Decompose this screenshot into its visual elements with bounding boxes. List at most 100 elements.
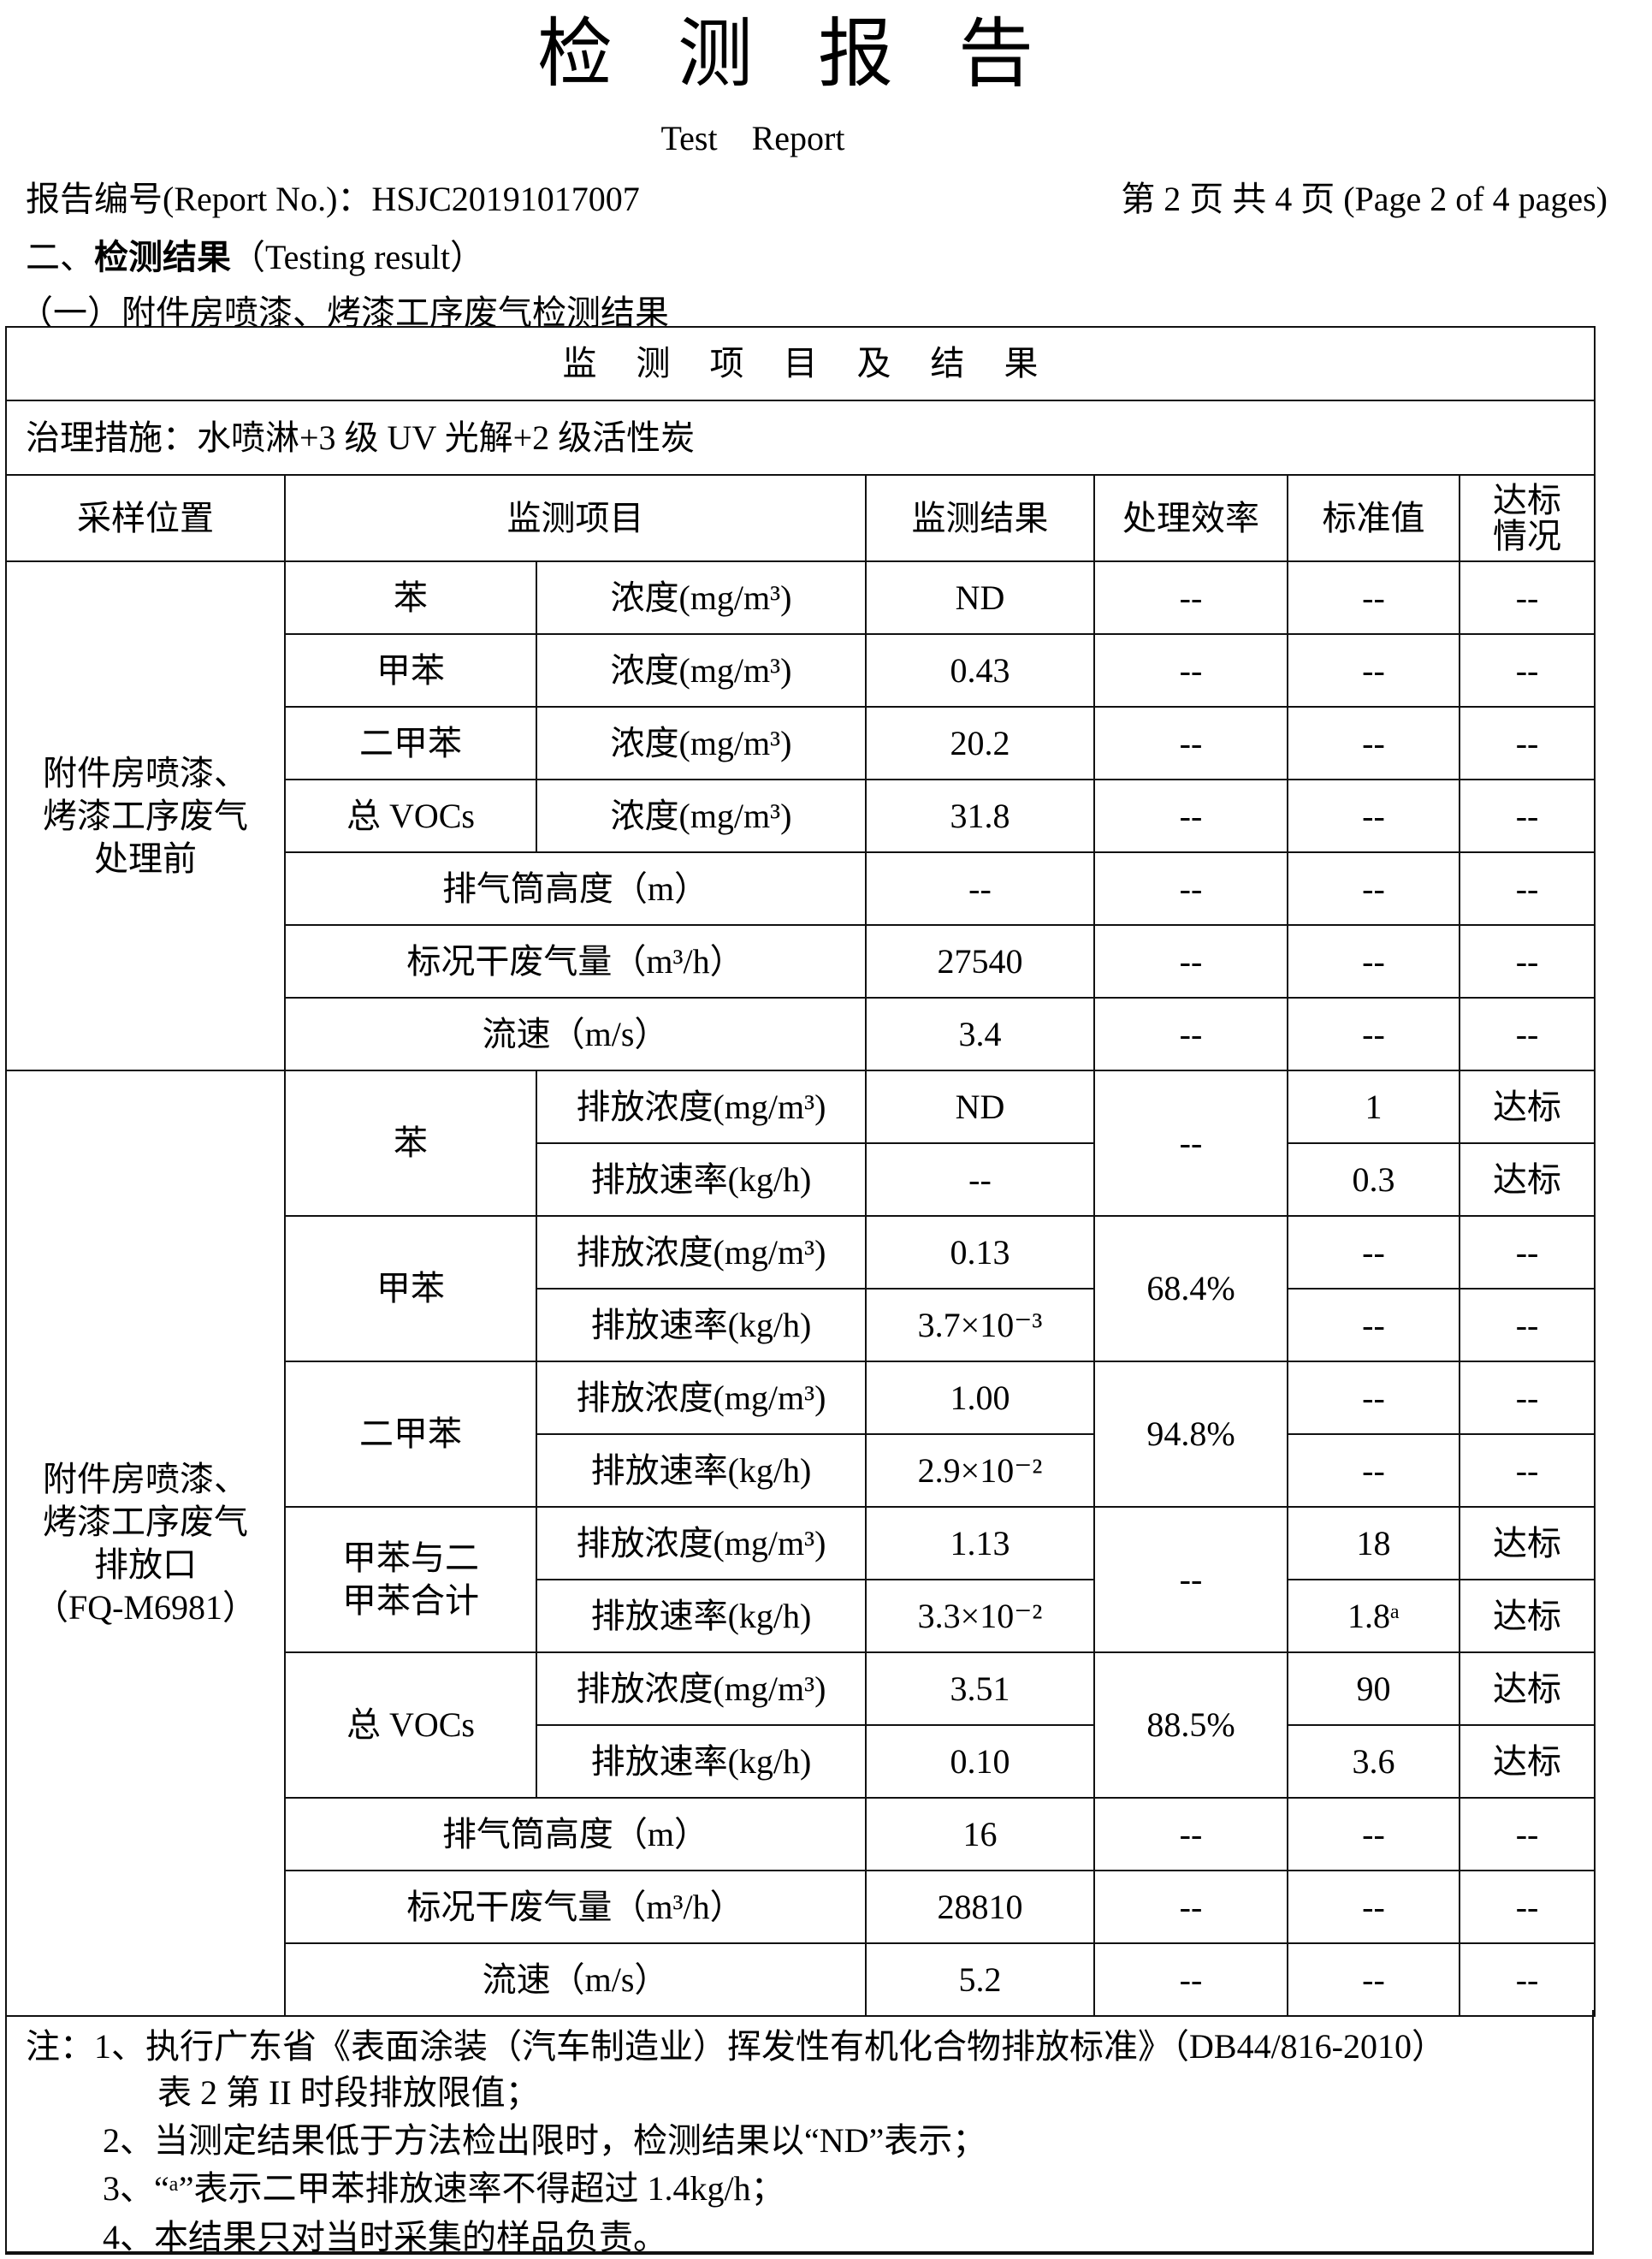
- table-row: 总 VOCs 浓度(mg/m³) 31.8 -- -- --: [6, 779, 1596, 853]
- efficiency-value: --: [1093, 1506, 1288, 1653]
- monitoring-item: 标况干废气量（m³/h）: [284, 1870, 867, 1944]
- sampling-location-line: 处理前: [94, 839, 197, 878]
- col-header-efficiency: 处理效率: [1093, 474, 1288, 562]
- compliance-status: --: [1458, 924, 1596, 999]
- monitoring-item-text: 苯: [394, 1124, 428, 1162]
- monitoring-item-text: 流速（m/s）: [482, 1960, 669, 1999]
- col-header-status-text: 达标情况: [1493, 480, 1562, 555]
- table-row: 甲苯 浓度(mg/m³) 0.43 -- -- --: [6, 633, 1596, 708]
- standard-value: 90: [1287, 1651, 1460, 1726]
- col-header-status: 达标情况: [1458, 474, 1596, 562]
- parameter: 排放速率(kg/h): [536, 1724, 867, 1799]
- compliance-status: --: [1458, 779, 1596, 853]
- report-title: 检测报告: [536, 14, 1098, 97]
- compliance-status: --: [1458, 560, 1596, 635]
- compliance-status: 达标: [1458, 1724, 1596, 1799]
- monitoring-item: 总 VOCs: [284, 779, 537, 853]
- result-value: 2.9×10⁻²: [865, 1433, 1095, 1508]
- result-value: 1.00: [865, 1361, 1095, 1435]
- sampling-location-line: （FQ-M6981）: [33, 1587, 258, 1627]
- efficiency-value: --: [1093, 1942, 1288, 2017]
- standard-value: 1: [1287, 1070, 1460, 1144]
- efficiency-value: --: [1093, 779, 1288, 853]
- standard-value: --: [1287, 1288, 1460, 1362]
- parameter: 浓度(mg/m³): [536, 706, 867, 780]
- compliance-status: --: [1458, 1361, 1596, 1435]
- section-title: 检测结果: [94, 238, 231, 276]
- parameter: 浓度(mg/m³): [536, 633, 867, 708]
- monitoring-item-text: 总 VOCs: [346, 1705, 476, 1744]
- result-value: --: [865, 1142, 1095, 1217]
- compliance-status: --: [1458, 1433, 1596, 1508]
- sampling-location-line: 烤漆工序废气: [43, 796, 248, 835]
- table-banner: 监测项目及结果: [4, 326, 1596, 401]
- efficiency-value: --: [1093, 1070, 1288, 1217]
- standard-value: --: [1287, 560, 1460, 635]
- table-header-row: 采样位置 监测项目 监测结果 处理效率 标准值 达标情况: [5, 474, 1596, 562]
- result-value: 3.7×10⁻³: [865, 1288, 1095, 1362]
- efficiency-value: --: [1093, 560, 1288, 635]
- standard-value: --: [1287, 997, 1460, 1071]
- result-value: 20.2: [865, 706, 1095, 780]
- standard-value: --: [1287, 851, 1460, 926]
- monitoring-item-text: 排气筒高度（m）: [441, 869, 709, 908]
- table-row: 甲苯与二甲苯合计 排放浓度(mg/m³) 1.13 -- 18 达标: [6, 1506, 1596, 1653]
- efficiency-value: --: [1093, 633, 1288, 708]
- monitoring-item-text: 甲苯与二甲苯合计: [342, 1539, 479, 1620]
- standard-value: --: [1287, 779, 1460, 853]
- efficiency-value: --: [1093, 706, 1288, 780]
- monitoring-item: 甲苯与二甲苯合计: [284, 1506, 537, 1653]
- sampling-location: 附件房喷漆、 烤漆工序废气 排放口 （FQ-M6981）: [5, 1070, 286, 2017]
- table-row: 排放速率(kg/h) -- 0.3 达标: [6, 1142, 1596, 1217]
- parameter: 排放浓度(mg/m³): [536, 1651, 867, 1726]
- compliance-status: 达标: [1458, 1070, 1596, 1144]
- table-row: 总 VOCs 排放浓度(mg/m³) 3.51 88.5% 90 达标: [6, 1651, 1596, 1799]
- monitoring-item: 流速（m/s）: [284, 1942, 867, 2017]
- compliance-status: --: [1458, 1797, 1596, 1871]
- result-value: ND: [865, 1070, 1095, 1144]
- compliance-status: 达标: [1458, 1651, 1596, 1726]
- note-4: 4、本结果只对当时采集的样品负责。: [103, 2218, 667, 2256]
- col-header-result: 监测结果: [865, 474, 1095, 562]
- sampling-location: 附件房喷漆、 烤漆工序废气 处理前: [5, 560, 286, 1071]
- compliance-status: --: [1458, 1870, 1596, 1944]
- standard-value: 3.6: [1287, 1724, 1460, 1799]
- table-row: 二甲苯 浓度(mg/m³) 20.2 -- -- --: [6, 706, 1596, 780]
- monitoring-item-text: 二甲苯: [359, 1414, 462, 1453]
- efficiency-value: --: [1093, 1797, 1288, 1871]
- parameter: 浓度(mg/m³): [536, 779, 867, 853]
- compliance-status: --: [1458, 633, 1596, 708]
- standard-value: --: [1287, 1870, 1460, 1944]
- table-row: 排放速率(kg/h) 3.3×10⁻² 1.8ᵃ 达标: [6, 1579, 1596, 1653]
- result-value: 0.10: [865, 1724, 1095, 1799]
- sampling-location-line: 排放口: [94, 1545, 197, 1584]
- note-2: 2、当测定结果低于方法检出限时，检测结果以“ND”表示；: [103, 2121, 987, 2160]
- monitoring-item-text: 标况干废气量（m³/h）: [406, 1887, 744, 1926]
- result-value: 1.13: [865, 1506, 1095, 1580]
- monitoring-item: 苯: [284, 560, 537, 635]
- compliance-status: 达标: [1458, 1142, 1596, 1217]
- result-value: 3.51: [865, 1651, 1095, 1726]
- monitoring-item: 二甲苯: [284, 1361, 537, 1508]
- monitoring-item-text: 苯: [394, 578, 428, 617]
- monitoring-item-text: 标况干废气量（m³/h）: [406, 941, 744, 981]
- efficiency-value: --: [1093, 851, 1288, 926]
- monitoring-item: 排气筒高度（m）: [284, 851, 867, 926]
- standard-value: --: [1287, 1942, 1460, 2017]
- parameter: 浓度(mg/m³): [536, 560, 867, 635]
- table-row: 排放速率(kg/h) 0.10 3.6 达标: [6, 1724, 1596, 1799]
- compliance-status: --: [1458, 1215, 1596, 1290]
- monitoring-item: 苯: [284, 1070, 537, 1217]
- monitoring-item-text: 二甲苯: [359, 723, 462, 762]
- parameter: 排放浓度(mg/m³): [536, 1215, 867, 1290]
- standard-value: --: [1287, 706, 1460, 780]
- result-value: 31.8: [865, 779, 1095, 853]
- results-table: 监测项目及结果 治理措施：水喷淋+3 级 UV 光解+2 级活性炭 采样位置 监…: [4, 326, 1596, 2017]
- efficiency-value: 88.5%: [1093, 1651, 1288, 1799]
- monitoring-item-text: 总 VOCs: [346, 796, 476, 835]
- parameter: 排放速率(kg/h): [536, 1433, 867, 1508]
- page-info: 第 2 页 共 4 页 (Page 2 of 4 pages): [1121, 180, 1608, 218]
- result-value: 3.3×10⁻²: [865, 1579, 1095, 1653]
- note-3: 3、“ᵃ”表示二甲苯排放速率不得超过 1.4kg/h；: [103, 2169, 785, 2208]
- parameter: 排放速率(kg/h): [536, 1579, 867, 1653]
